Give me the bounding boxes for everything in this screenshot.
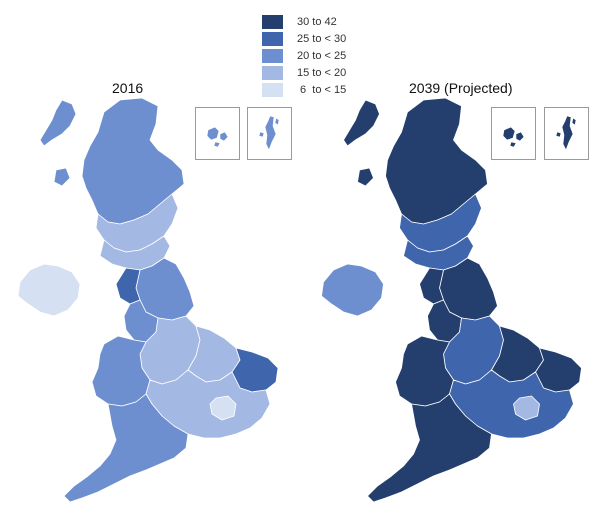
legend-swatch bbox=[262, 48, 283, 63]
map-title-left: 2016 bbox=[112, 80, 144, 96]
inset-orkney-left bbox=[195, 107, 240, 160]
legend-item: 20 to < 25 bbox=[262, 47, 346, 64]
inset-shetland-left bbox=[247, 107, 292, 160]
inset-shetland-right bbox=[544, 107, 589, 160]
cumbria-region bbox=[115, 267, 141, 305]
skye-region bbox=[357, 167, 374, 187]
uk-map-right bbox=[321, 97, 582, 503]
legend-label: 15 to < 20 bbox=[297, 66, 347, 79]
orkney-islands bbox=[502, 126, 525, 148]
legend-swatch bbox=[262, 65, 283, 80]
borders-region bbox=[99, 235, 171, 271]
uk-map-left bbox=[17, 97, 279, 503]
cumbria-region bbox=[419, 267, 444, 305]
legend-item: 15 to < 20 bbox=[262, 64, 346, 81]
wales-region bbox=[91, 335, 151, 407]
outer-hebrides-region bbox=[343, 99, 380, 147]
inset-orkney-right bbox=[491, 107, 536, 160]
legend-swatch bbox=[262, 82, 283, 97]
skye-region bbox=[53, 167, 71, 187]
northern-ireland-region bbox=[17, 263, 81, 317]
outer-hebrides-region bbox=[39, 99, 77, 147]
legend-label: 6 to < 15 bbox=[297, 83, 347, 96]
south-west-region bbox=[63, 393, 189, 503]
wales-region bbox=[395, 335, 454, 407]
legend: 30 to 42 25 to < 30 20 to < 25 15 to < 2… bbox=[262, 13, 346, 98]
legend-label: 20 to < 25 bbox=[297, 49, 347, 62]
legend-swatch bbox=[262, 31, 283, 46]
london-region bbox=[209, 395, 237, 421]
south-west-region bbox=[367, 393, 492, 503]
legend-label: 25 to < 30 bbox=[297, 32, 347, 45]
legend-label: 30 to 42 bbox=[297, 15, 337, 28]
legend-item: 6 to < 15 bbox=[262, 81, 346, 98]
northern-ireland-region bbox=[321, 263, 384, 317]
legend-item: 25 to < 30 bbox=[262, 30, 346, 47]
borders-region bbox=[403, 235, 474, 271]
orkney-islands bbox=[206, 126, 229, 148]
map-title-right: 2039 (Projected) bbox=[409, 80, 513, 96]
legend-swatch bbox=[262, 14, 283, 29]
london-region bbox=[513, 395, 540, 421]
shetland-islands bbox=[258, 115, 280, 151]
legend-item: 30 to 42 bbox=[262, 13, 346, 30]
shetland-islands bbox=[555, 115, 577, 151]
